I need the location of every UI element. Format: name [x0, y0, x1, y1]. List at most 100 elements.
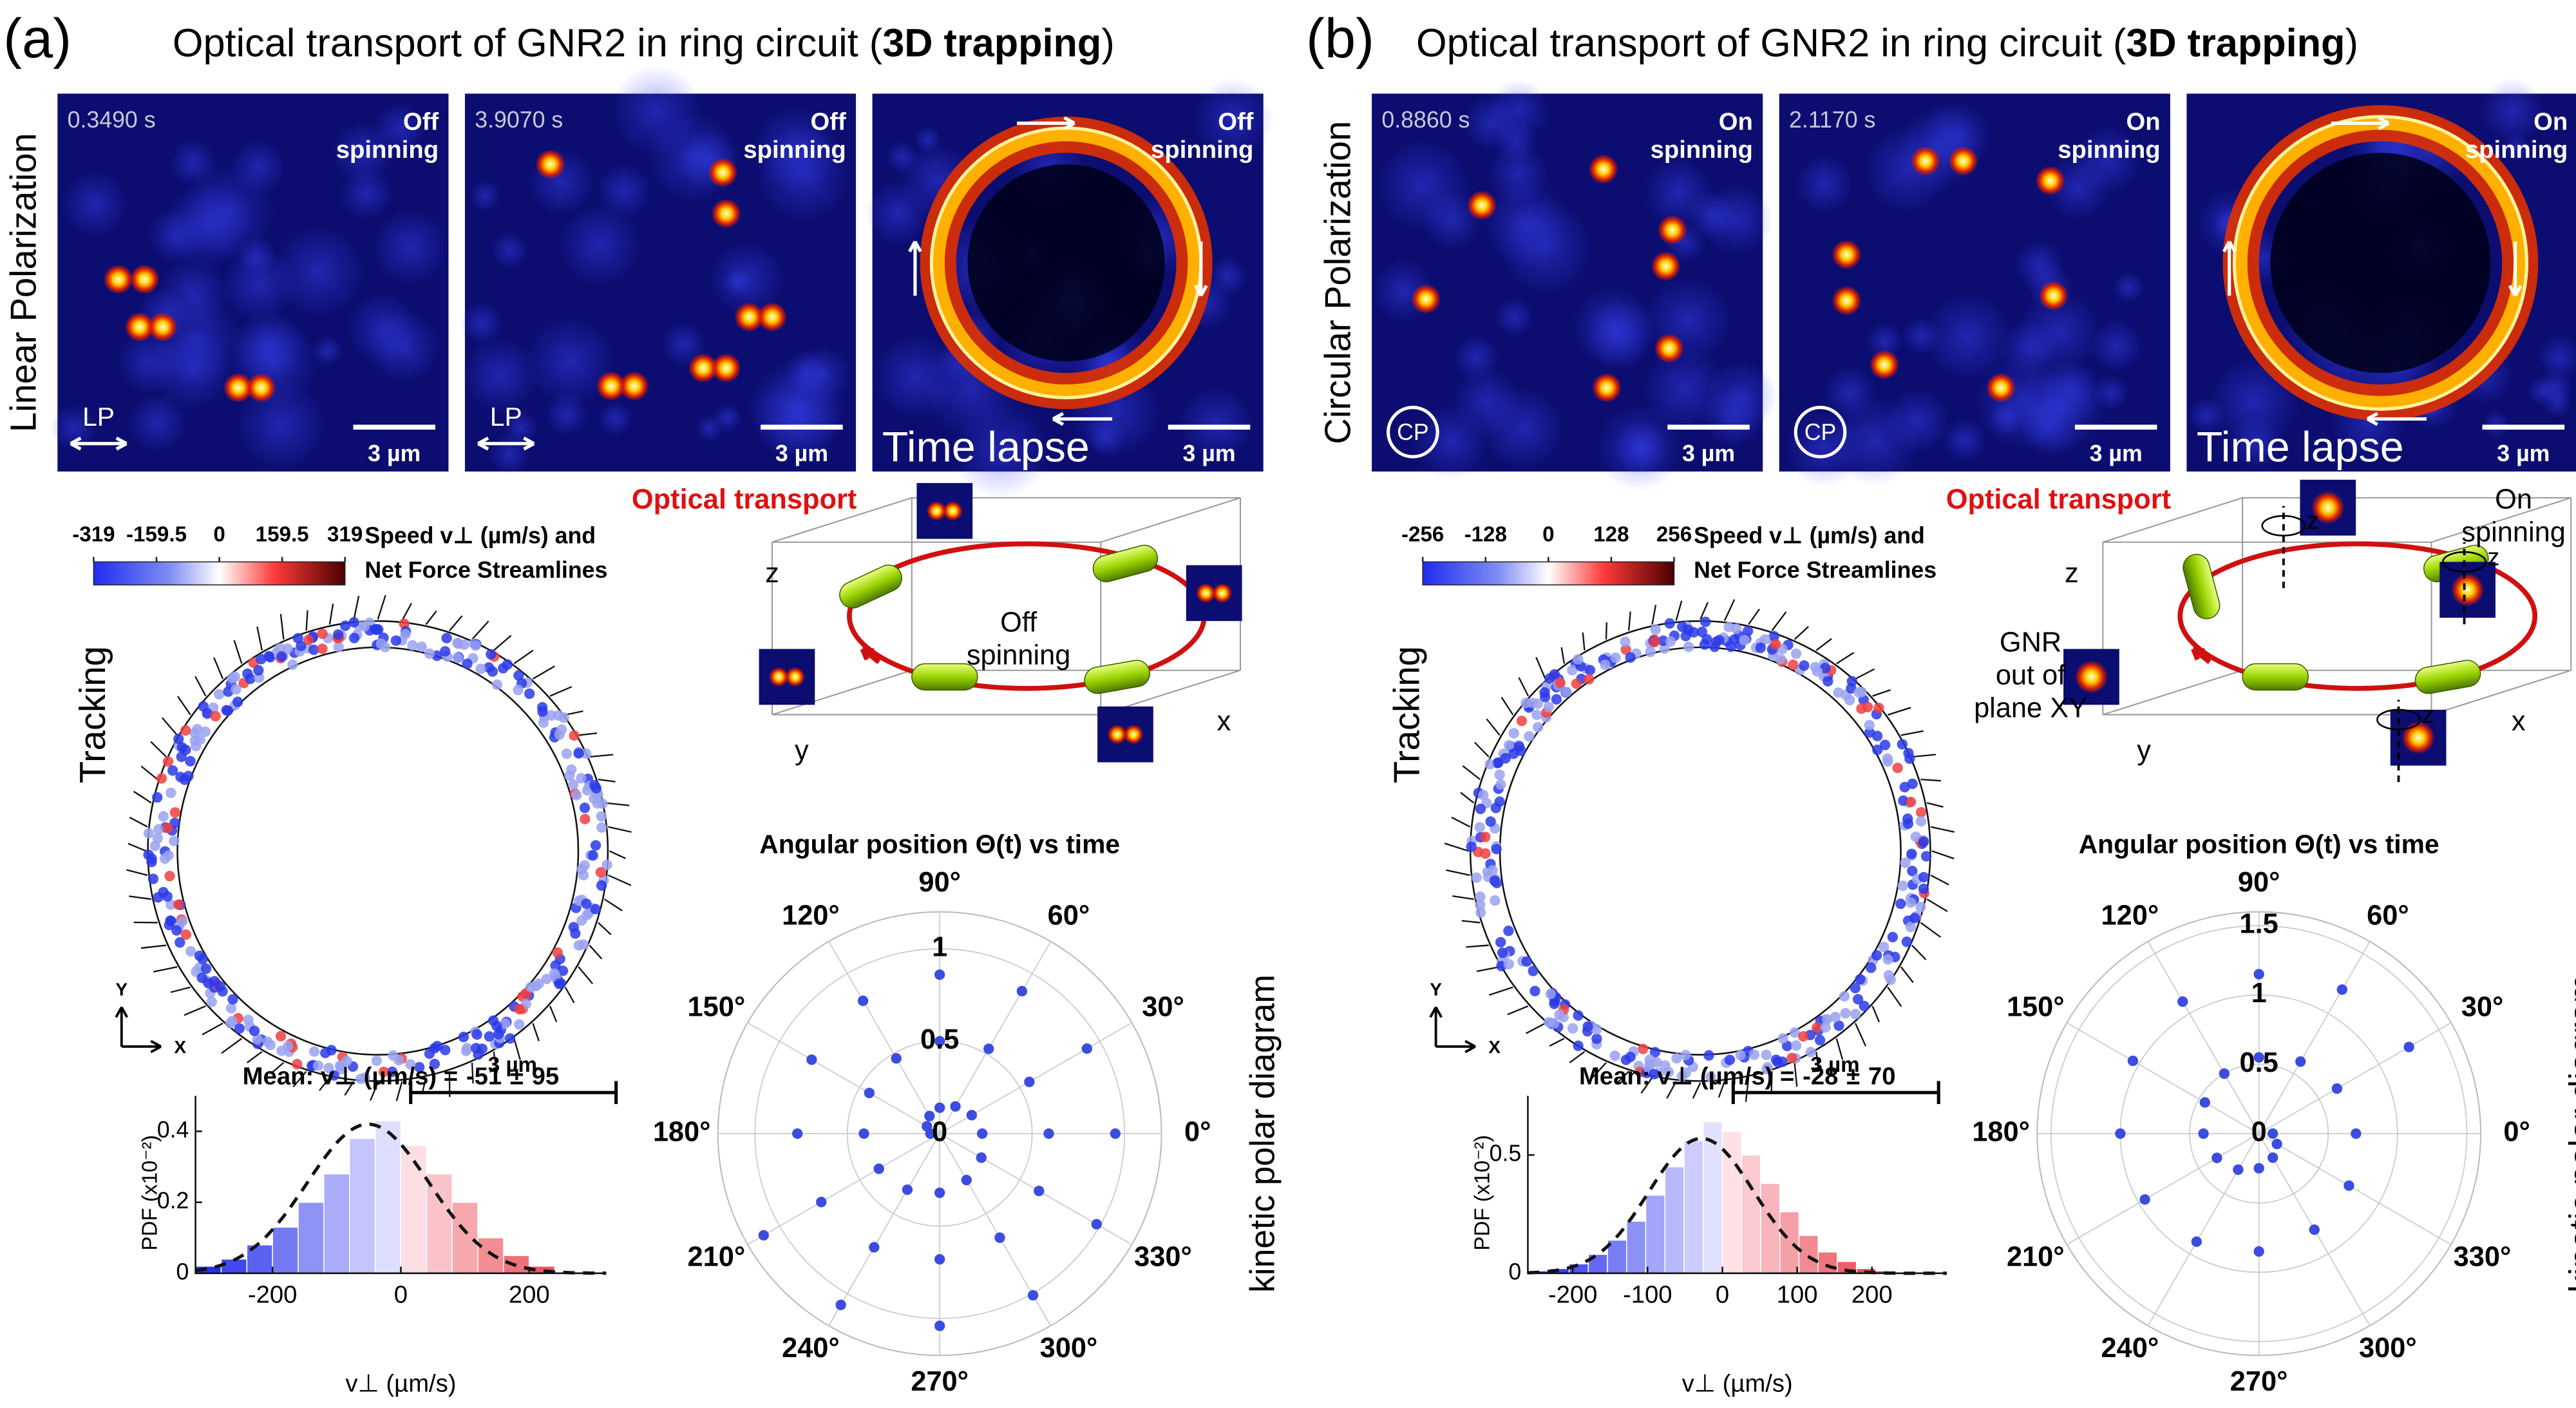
- track-dot: [232, 696, 243, 707]
- particle: [596, 371, 626, 401]
- track-dot: [471, 1029, 482, 1040]
- polar-spoke: [828, 1133, 940, 1326]
- arrow-head: [1193, 285, 1208, 297]
- r-tick-label: 1.5: [2240, 909, 2278, 940]
- track-dot: [332, 629, 344, 640]
- track-dot: [1883, 970, 1895, 981]
- streamline: [1835, 1038, 1844, 1060]
- track-dot: [1833, 687, 1844, 698]
- streamline: [128, 842, 147, 852]
- noise-blob: [2527, 376, 2557, 406]
- colorbar-tick-label: -128: [1464, 522, 1507, 546]
- scale-label: 3 µm: [1183, 441, 1236, 466]
- track-dot: [336, 1063, 346, 1075]
- polarization-ring: [1387, 406, 1439, 459]
- track-dot: [1508, 728, 1519, 739]
- arrow-head: [523, 436, 535, 451]
- colorbar-tick-label: 128: [1593, 522, 1629, 546]
- rotation-loop: [2442, 551, 2486, 573]
- track-dot: [152, 792, 163, 803]
- track-dot: [1530, 985, 1540, 996]
- nanorod: [1092, 544, 1159, 583]
- polar-point: [983, 1043, 994, 1054]
- histogram-bar: [323, 1173, 350, 1274]
- noise-blob: [1700, 183, 1774, 256]
- track-dot: [296, 640, 307, 651]
- streamline: [1930, 874, 1949, 886]
- axis-label: z: [2065, 558, 2079, 589]
- arrow-head: [908, 240, 922, 252]
- x-axis-label: v⊥ (µm/s): [345, 1369, 456, 1397]
- track-dot: [557, 966, 569, 976]
- track-dot: [1850, 982, 1861, 994]
- track-dot: [1573, 1040, 1584, 1051]
- track-dot: [1897, 880, 1908, 891]
- noise-blob: [1795, 154, 1855, 214]
- track-dot: [1638, 1043, 1649, 1054]
- track-dot: [1777, 1033, 1788, 1044]
- particle: [2035, 166, 2065, 196]
- streamline: [598, 922, 612, 935]
- rotation-axis: z: [2307, 507, 2319, 535]
- track-dot: [185, 756, 196, 766]
- box-bottom: [2102, 669, 2571, 716]
- angle-label: 150°: [687, 992, 745, 1023]
- streamline: [377, 595, 386, 620]
- polar-point: [891, 1053, 902, 1064]
- track-dot: [400, 629, 411, 640]
- track-dot: [180, 725, 191, 736]
- track-dot: [1789, 1027, 1800, 1038]
- timestamp: 0.8860 s: [1381, 107, 1470, 133]
- polar-spoke: [2147, 1133, 2260, 1326]
- track-dot: [265, 1040, 276, 1051]
- polar-point: [2271, 1139, 2282, 1150]
- streamline: [1815, 638, 1832, 651]
- streamline: [549, 686, 573, 697]
- arrow-head: [2378, 116, 2390, 131]
- streamline: [1507, 1005, 1529, 1016]
- track-dot: [333, 642, 344, 652]
- streamline: [1931, 850, 1955, 860]
- track-dot: [475, 663, 486, 674]
- streamline: [1549, 1038, 1565, 1047]
- track-dot: [378, 1067, 390, 1078]
- state-label: spinning: [2058, 136, 2160, 164]
- angle-label: 330°: [1134, 1241, 1192, 1272]
- ring-core: [931, 128, 1201, 398]
- track-dot: [1788, 659, 1799, 671]
- histogram-bar: [426, 1173, 453, 1274]
- axis-label: z: [765, 558, 779, 589]
- streamline: [1926, 802, 1944, 808]
- track-dot: [1620, 636, 1631, 647]
- streamline: [1569, 1051, 1586, 1063]
- track-dot: [558, 712, 569, 723]
- track-dot: [1544, 1016, 1555, 1028]
- particle: [223, 373, 253, 403]
- streamline: [449, 615, 463, 631]
- track-dot: [570, 928, 581, 939]
- nanorod: [2242, 663, 2309, 691]
- particle: [1196, 583, 1216, 604]
- track-dot: [1620, 644, 1631, 655]
- x-tick-label: -200: [1548, 1281, 1598, 1309]
- track-dot: [1582, 1021, 1593, 1032]
- track-dot: [486, 649, 497, 660]
- y-tick-label: 0.2: [157, 1188, 189, 1213]
- noise-blob: [469, 180, 501, 212]
- x-tick-label: 0: [394, 1281, 408, 1309]
- track-dot: [390, 635, 402, 646]
- diagram-note: out of: [1996, 660, 2066, 690]
- noise-blob: [1584, 299, 1656, 370]
- histogram-bar: [1779, 1211, 1800, 1274]
- streamline: [578, 732, 598, 736]
- track-dot: [573, 940, 585, 951]
- streamline: [370, 1082, 379, 1101]
- track-dot: [424, 648, 435, 660]
- row-label: Linear Polarization: [3, 133, 44, 432]
- polar-side-label: kinetic polar diagram: [1244, 975, 1282, 1293]
- track-dot: [1833, 1020, 1844, 1031]
- particle: [1123, 724, 1144, 745]
- track-dot: [491, 1020, 502, 1032]
- track-dot: [162, 823, 173, 833]
- noise-blob: [128, 393, 187, 453]
